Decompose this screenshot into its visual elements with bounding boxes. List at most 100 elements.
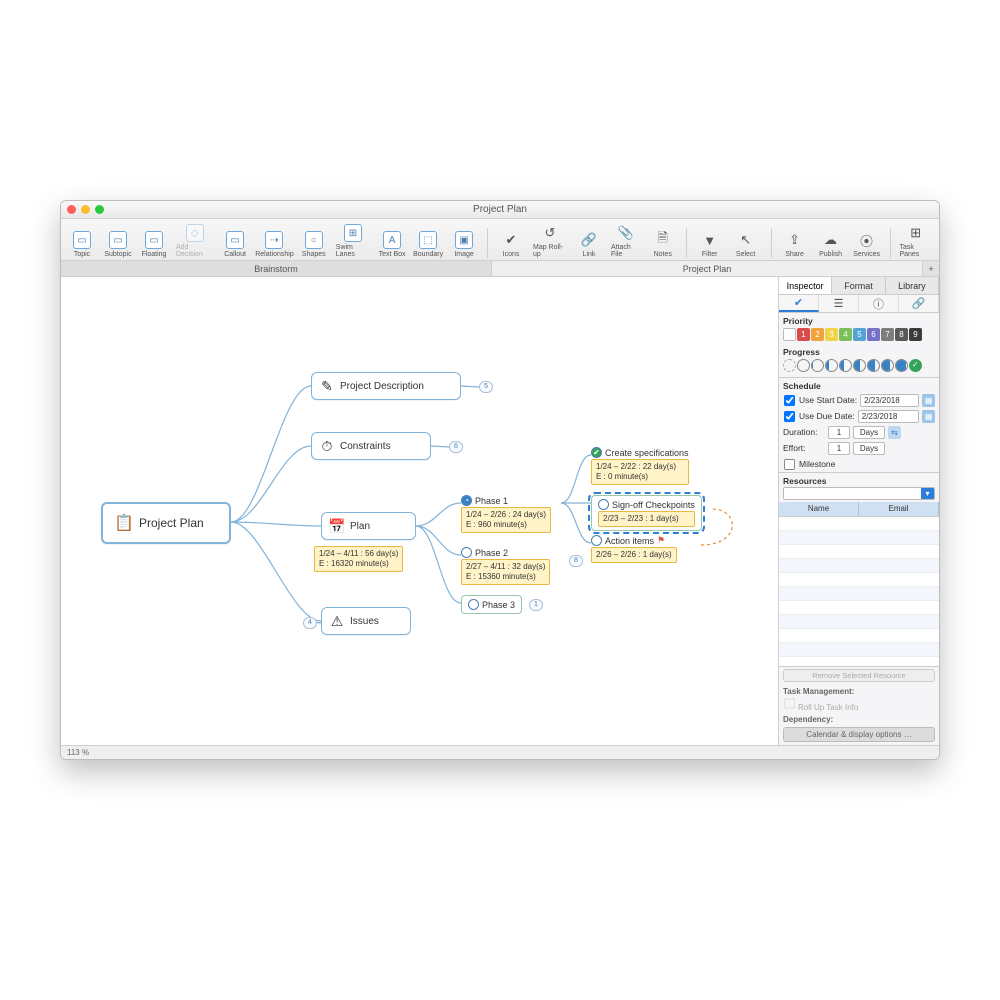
use-due-checkbox[interactable] bbox=[784, 410, 795, 421]
node-root[interactable]: 📋Project Plan bbox=[101, 502, 231, 544]
resource-input[interactable]: ▾ bbox=[783, 487, 935, 500]
toolbar-swim-lanes[interactable]: ⊞Swim Lanes bbox=[333, 220, 373, 258]
duration-value[interactable]: 1 bbox=[828, 426, 850, 439]
toolbar-services[interactable]: ⦿Services bbox=[850, 220, 884, 258]
toolbar-callout[interactable]: ▭Callout bbox=[218, 220, 252, 258]
node-p1[interactable]: ◔Phase 11/24 – 2/26 : 24 day(s)E : 960 m… bbox=[461, 495, 551, 533]
node-cons[interactable]: ⏱Constraints bbox=[311, 432, 431, 460]
node-t3[interactable]: ○Action items⚑2/26 – 2/26 : 1 day(s) bbox=[591, 535, 677, 563]
calendar-options-button[interactable]: Calendar & display options … bbox=[783, 727, 935, 742]
node-desc[interactable]: ✎Project Description bbox=[311, 372, 461, 400]
progress-0[interactable] bbox=[797, 359, 810, 372]
resource-row[interactable] bbox=[779, 629, 939, 643]
effort-unit[interactable]: Days bbox=[853, 442, 885, 455]
resource-row[interactable] bbox=[779, 615, 939, 629]
progress-12[interactable] bbox=[811, 359, 824, 372]
toolbar-topic[interactable]: ▭Topic bbox=[65, 220, 99, 258]
toolbar-subtopic[interactable]: ▭Subtopic bbox=[101, 220, 135, 258]
subtab-list-icon[interactable]: ☰ bbox=[819, 295, 859, 312]
count-badge[interactable]: 5 bbox=[479, 381, 493, 393]
inspector-tab-library[interactable]: Library bbox=[886, 277, 939, 294]
node-plan[interactable]: 📅Plan bbox=[321, 512, 416, 540]
resource-row[interactable] bbox=[779, 517, 939, 531]
duration-link-icon[interactable]: ⇆ bbox=[888, 426, 901, 439]
zoom-level[interactable]: 113 % bbox=[67, 748, 89, 757]
priority-7[interactable]: 7 bbox=[881, 328, 894, 341]
toolbar-icons[interactable]: ✔Icons bbox=[494, 220, 528, 258]
node-t2[interactable]: ◔Sign-off Checkpoints2/23 – 2/23 : 1 day… bbox=[591, 495, 702, 531]
count-badge[interactable]: 4 bbox=[303, 617, 317, 629]
start-date-row: Use Start Date: 2/23/2018 ▦ bbox=[779, 392, 939, 408]
toolbar-task-panes[interactable]: ⊞Task Panes bbox=[896, 220, 935, 258]
toolbar-text-box[interactable]: AText Box bbox=[375, 220, 409, 258]
priority-9[interactable]: 9 bbox=[909, 328, 922, 341]
toolbar-link[interactable]: 🔗Link bbox=[572, 220, 606, 258]
resource-row[interactable] bbox=[779, 545, 939, 559]
subtab-task-icon[interactable]: ✔ bbox=[779, 295, 819, 312]
resource-row[interactable] bbox=[779, 573, 939, 587]
toolbar-add-decision[interactable]: ◇Add Decision bbox=[173, 220, 216, 258]
milestone-row: Milestone bbox=[779, 456, 939, 472]
resource-row[interactable] bbox=[779, 559, 939, 573]
effort-value[interactable]: 1 bbox=[828, 442, 850, 455]
progress-75[interactable] bbox=[881, 359, 894, 372]
progress-87[interactable] bbox=[895, 359, 908, 372]
toolbar-map-roll-up[interactable]: ↺Map Roll-up bbox=[530, 220, 570, 258]
toolbar-shapes[interactable]: ○Shapes bbox=[297, 220, 331, 258]
toolbar-select[interactable]: ↖Select bbox=[729, 220, 763, 258]
resource-row[interactable] bbox=[779, 601, 939, 615]
priority-5[interactable]: 5 bbox=[853, 328, 866, 341]
due-date-field[interactable]: 2/23/2018 bbox=[858, 410, 919, 423]
resource-row[interactable] bbox=[779, 587, 939, 601]
add-tab-button[interactable]: + bbox=[923, 261, 939, 276]
priority-3[interactable]: 3 bbox=[825, 328, 838, 341]
node-issues[interactable]: ⚠Issues bbox=[321, 607, 411, 635]
count-badge[interactable]: 6 bbox=[449, 441, 463, 453]
inspector-tab-format[interactable]: Format bbox=[832, 277, 885, 294]
toolbar-share[interactable]: ⇪Share bbox=[778, 220, 812, 258]
priority-0[interactable] bbox=[783, 328, 796, 341]
priority-1[interactable]: 1 bbox=[797, 328, 810, 341]
progress-25[interactable] bbox=[825, 359, 838, 372]
progress-37[interactable] bbox=[839, 359, 852, 372]
toolbar-attach-file[interactable]: 📎Attach File bbox=[608, 220, 644, 258]
progress-0[interactable] bbox=[783, 359, 796, 372]
use-start-checkbox[interactable] bbox=[784, 394, 795, 405]
effort-label: Effort: bbox=[783, 443, 825, 453]
priority-4[interactable]: 4 bbox=[839, 328, 852, 341]
progress-50[interactable] bbox=[853, 359, 866, 372]
resources-table-body[interactable] bbox=[779, 516, 939, 667]
subtab-info-icon[interactable]: ⓘ bbox=[859, 295, 899, 312]
doc-tab-brainstorm[interactable]: Brainstorm bbox=[61, 261, 492, 276]
node-p2[interactable]: ○Phase 22/27 – 4/11 : 32 day(s)E : 15360… bbox=[461, 547, 550, 585]
milestone-checkbox[interactable] bbox=[784, 458, 795, 469]
due-date-picker-icon[interactable]: ▦ bbox=[922, 410, 935, 423]
toolbar-notes[interactable]: 🗎Notes bbox=[646, 220, 680, 258]
toolbar-image[interactable]: ▣Image bbox=[447, 220, 481, 258]
duration-unit[interactable]: Days bbox=[853, 426, 885, 439]
resource-row[interactable] bbox=[779, 643, 939, 657]
node-p3[interactable]: ○Phase 3 bbox=[461, 595, 522, 614]
toolbar-publish[interactable]: ☁Publish bbox=[814, 220, 848, 258]
priority-8[interactable]: 8 bbox=[895, 328, 908, 341]
toolbar-boundary[interactable]: ⬚Boundary bbox=[411, 220, 445, 258]
resource-row[interactable] bbox=[779, 531, 939, 545]
toolbar-filter[interactable]: ▼Filter bbox=[693, 220, 727, 258]
inspector-tab-inspector[interactable]: Inspector bbox=[779, 277, 832, 294]
statusbar: 113 % bbox=[61, 745, 939, 759]
toolbar-relationship[interactable]: ⇢Relationship bbox=[254, 220, 295, 258]
mindmap-canvas[interactable]: 📋Project Plan ✎Project Description 5 ⏱Const… bbox=[61, 277, 779, 745]
progress-100[interactable]: ✓ bbox=[909, 359, 922, 372]
progress-62[interactable] bbox=[867, 359, 880, 372]
doc-tab-project-plan[interactable]: Project Plan bbox=[492, 261, 923, 276]
subtab-link-icon[interactable]: 🔗 bbox=[899, 295, 939, 312]
resource-dropdown-icon[interactable]: ▾ bbox=[921, 488, 934, 499]
count-badge[interactable]: 1 bbox=[529, 599, 543, 611]
priority-2[interactable]: 2 bbox=[811, 328, 824, 341]
count-badge[interactable]: 8 bbox=[569, 555, 583, 567]
node-t1[interactable]: ✔Create specifications1/24 – 2/22 : 22 d… bbox=[591, 447, 689, 485]
priority-6[interactable]: 6 bbox=[867, 328, 880, 341]
toolbar-floating[interactable]: ▭Floating bbox=[137, 220, 171, 258]
start-date-field[interactable]: 2/23/2018 bbox=[860, 394, 919, 407]
start-date-picker-icon[interactable]: ▦ bbox=[922, 394, 935, 407]
